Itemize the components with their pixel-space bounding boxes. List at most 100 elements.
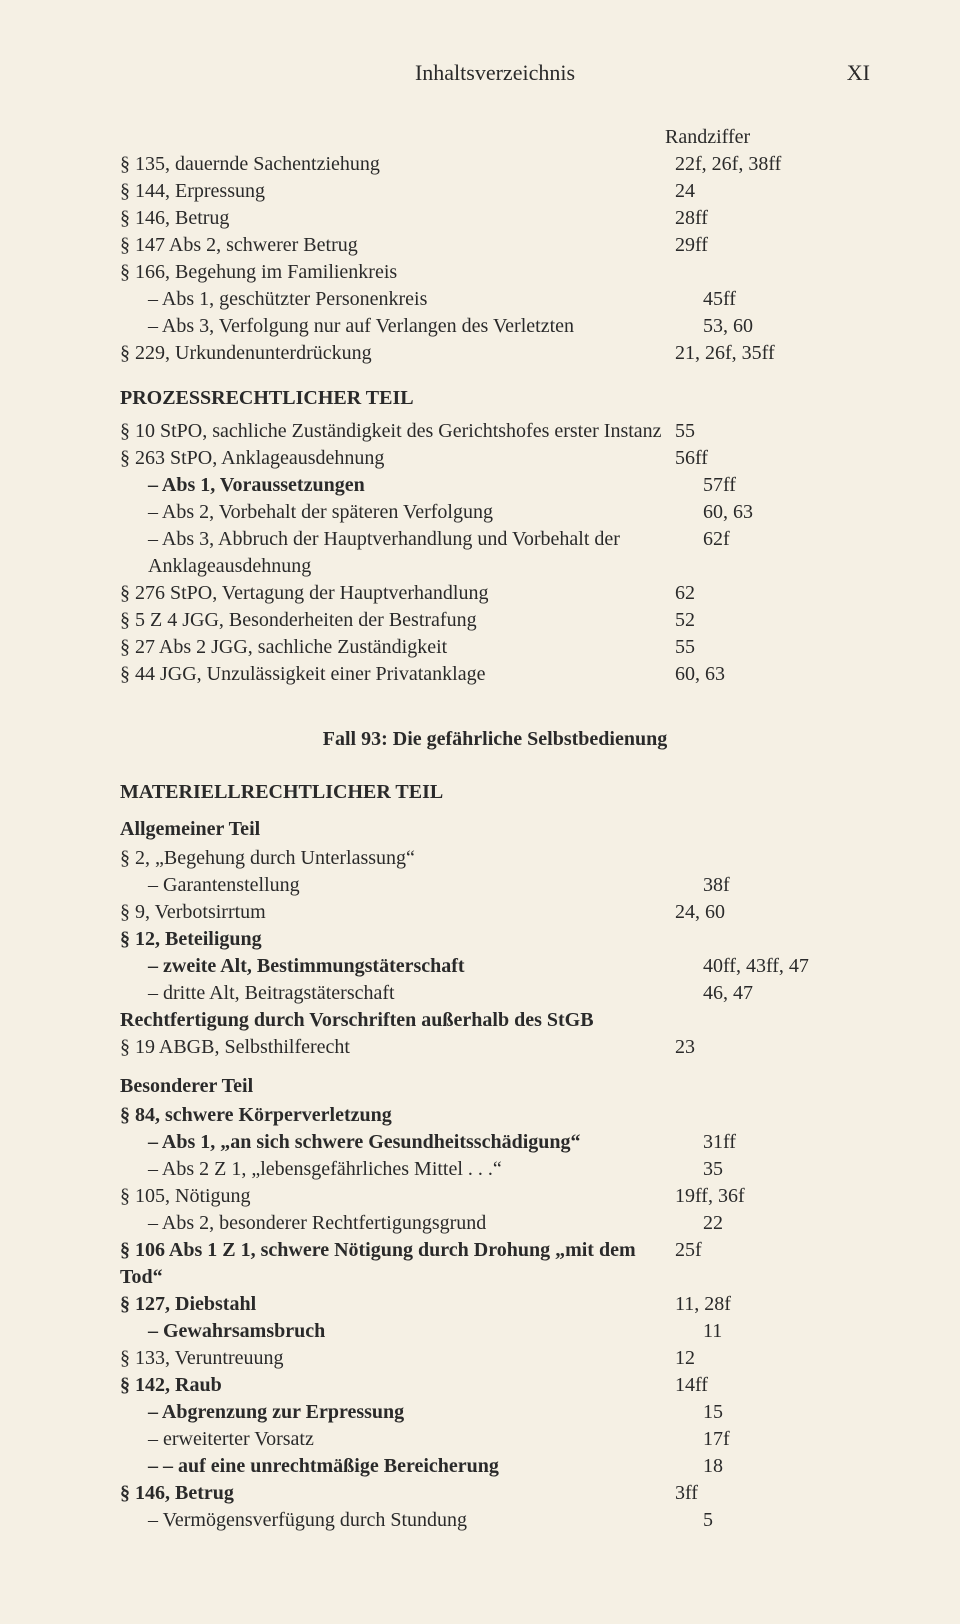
toc-entry-ref: 17f bbox=[703, 1426, 870, 1453]
toc-entry-label: – Gewahrsamsbruch bbox=[120, 1318, 703, 1345]
toc-entry-label: – Vermögensverfügung durch Stundung bbox=[120, 1507, 703, 1534]
toc-entry-label: § 229, Urkundenunterdrückung bbox=[120, 340, 675, 367]
toc-entry-ref: 24, 60 bbox=[675, 899, 870, 926]
toc-entry: – – auf eine unrechtmäßige Bereicherung1… bbox=[120, 1453, 870, 1480]
toc-entry-ref: 56ff bbox=[675, 445, 870, 472]
toc-entry-ref: 62f bbox=[703, 526, 870, 580]
toc-entry-ref bbox=[675, 259, 870, 286]
toc-entry: § 276 StPO, Vertagung der Hauptverhandlu… bbox=[120, 580, 870, 607]
toc-entry-label: § 5 Z 4 JGG, Besonderheiten der Bestrafu… bbox=[120, 607, 675, 634]
toc-entry: – Abs 2, besonderer Rechtfertigungsgrund… bbox=[120, 1210, 870, 1237]
toc-entry: – Abgrenzung zur Erpressung15 bbox=[120, 1399, 870, 1426]
toc-entry-ref: 31ff bbox=[703, 1129, 870, 1156]
toc-entry: – Abs 1, Voraussetzungen57ff bbox=[120, 472, 870, 499]
toc-entry-ref: 12 bbox=[675, 1345, 870, 1372]
toc-entry-label: – Abs 1, geschützter Personenkreis bbox=[120, 286, 703, 313]
toc-entry-ref bbox=[675, 845, 870, 872]
toc-entry-label: – Abs 2, Vorbehalt der späteren Verfolgu… bbox=[120, 499, 703, 526]
toc-entry-label: – Garantenstellung bbox=[120, 872, 703, 899]
toc-entry-ref: 46, 47 bbox=[703, 980, 870, 1007]
toc-entry-label: § 276 StPO, Vertagung der Hauptverhandlu… bbox=[120, 580, 675, 607]
toc-entry-ref: 25f bbox=[675, 1237, 870, 1291]
toc-entry-label: § 106 Abs 1 Z 1, schwere Nötigung durch … bbox=[120, 1237, 675, 1291]
toc-entry: § 10 StPO, sachliche Zuständigkeit des G… bbox=[120, 418, 870, 445]
toc-entry: § 144, Erpressung24 bbox=[120, 178, 870, 205]
toc-entry: – Abs 3, Abbruch der Hauptverhandlung un… bbox=[120, 526, 870, 580]
header-title: Inhaltsverzeichnis bbox=[160, 60, 830, 86]
toc-entry-label: § 84, schwere Körperverletzung bbox=[120, 1102, 675, 1129]
toc-entry-label: – Abs 2 Z 1, „lebensgefährliches Mittel … bbox=[120, 1156, 703, 1183]
toc-entry-ref: 60, 63 bbox=[703, 499, 870, 526]
toc-entry: § 146, Betrug3ff bbox=[120, 1480, 870, 1507]
toc-entry-label: § 27 Abs 2 JGG, sachliche Zuständigkeit bbox=[120, 634, 675, 661]
toc-entry-label: § 144, Erpressung bbox=[120, 178, 675, 205]
toc-entry-ref: 11, 28f bbox=[675, 1291, 870, 1318]
toc-entry-label: § 12, Beteiligung bbox=[120, 926, 675, 953]
toc-entry-ref bbox=[675, 1102, 870, 1129]
toc-entry-ref: 35 bbox=[703, 1156, 870, 1183]
toc-entry-ref: 40ff, 43ff, 47 bbox=[703, 953, 870, 980]
toc-entry-ref: 55 bbox=[675, 418, 870, 445]
toc-entry: – dritte Alt, Beitragstäterschaft46, 47 bbox=[120, 980, 870, 1007]
toc-entry: – Abs 1, geschützter Personenkreis45ff bbox=[120, 286, 870, 313]
toc-entry-ref: 62 bbox=[675, 580, 870, 607]
toc-entry-label: § 142, Raub bbox=[120, 1372, 675, 1399]
toc-entry-ref: 55 bbox=[675, 634, 870, 661]
toc-entry-label: § 44 JGG, Unzulässigkeit einer Privatank… bbox=[120, 661, 675, 688]
toc-entry: – Garantenstellung38f bbox=[120, 872, 870, 899]
toc-entry-ref: 19ff, 36f bbox=[675, 1183, 870, 1210]
toc-entry-ref: 24 bbox=[675, 178, 870, 205]
toc-entry: § 127, Diebstahl11, 28f bbox=[120, 1291, 870, 1318]
toc-entry-ref: 60, 63 bbox=[675, 661, 870, 688]
page-header: Inhaltsverzeichnis XI bbox=[120, 60, 870, 86]
toc-entry-ref: 22f, 26f, 38ff bbox=[675, 151, 870, 178]
toc-entry-label: Rechtfertigung durch Vorschriften außerh… bbox=[120, 1007, 675, 1034]
toc-entry: § 19 ABGB, Selbsthilferecht23 bbox=[120, 1034, 870, 1061]
toc-entry-label: § 135, dauernde Sachentziehung bbox=[120, 151, 675, 178]
toc-entry-label: § 166, Begehung im Familienkreis bbox=[120, 259, 675, 286]
toc-entry: – Abs 2, Vorbehalt der späteren Verfolgu… bbox=[120, 499, 870, 526]
toc-entry: – zweite Alt, Bestimmungstäterschaft40ff… bbox=[120, 953, 870, 980]
fall-title: Fall 93: Die gefährliche Selbstbedienung bbox=[120, 728, 870, 751]
toc-entry-label: § 105, Nötigung bbox=[120, 1183, 675, 1210]
toc-entry-ref bbox=[675, 926, 870, 953]
toc-entry: § 106 Abs 1 Z 1, schwere Nötigung durch … bbox=[120, 1237, 870, 1291]
toc-entry-label: § 146, Betrug bbox=[120, 205, 675, 232]
toc-entry-label: – Abs 1, Voraussetzungen bbox=[120, 472, 703, 499]
header-page-number: XI bbox=[830, 60, 870, 86]
toc-entry-ref: 57ff bbox=[703, 472, 870, 499]
toc-entry-ref: 52 bbox=[675, 607, 870, 634]
toc-entry-ref bbox=[675, 1007, 870, 1034]
toc-entry-label: – Abgrenzung zur Erpressung bbox=[120, 1399, 703, 1426]
toc-entry-ref: 22 bbox=[703, 1210, 870, 1237]
toc-entry: § 166, Begehung im Familienkreis bbox=[120, 259, 870, 286]
toc-entry-label: § 147 Abs 2, schwerer Betrug bbox=[120, 232, 675, 259]
toc-entry: § 44 JGG, Unzulässigkeit einer Privatank… bbox=[120, 661, 870, 688]
toc-entry-label: – dritte Alt, Beitragstäterschaft bbox=[120, 980, 703, 1007]
entries-block-3: § 2, „Begehung durch Unterlassung“– Gara… bbox=[120, 845, 870, 1061]
toc-entry: § 105, Nötigung19ff, 36f bbox=[120, 1183, 870, 1210]
toc-entry: § 2, „Begehung durch Unterlassung“ bbox=[120, 845, 870, 872]
toc-entry-label: § 146, Betrug bbox=[120, 1480, 675, 1507]
header-spacer bbox=[120, 60, 160, 86]
mat-heading: MATERIELLRECHTLICHER TEIL bbox=[120, 781, 870, 804]
page: Inhaltsverzeichnis XI Randziffer § 135, … bbox=[0, 0, 960, 1624]
toc-entry-label: – Abs 3, Abbruch der Hauptverhandlung un… bbox=[120, 526, 703, 580]
toc-entry-ref: 15 bbox=[703, 1399, 870, 1426]
toc-entry-label: § 2, „Begehung durch Unterlassung“ bbox=[120, 845, 675, 872]
toc-entry-ref: 21, 26f, 35ff bbox=[675, 340, 870, 367]
toc-entry-ref: 5 bbox=[703, 1507, 870, 1534]
toc-entry-label: – Abs 3, Verfolgung nur auf Verlangen de… bbox=[120, 313, 703, 340]
entries-block-1: § 135, dauernde Sachentziehung22f, 26f, … bbox=[120, 151, 870, 367]
toc-entry: Rechtfertigung durch Vorschriften außerh… bbox=[120, 1007, 870, 1034]
toc-entry: § 133, Veruntreuung12 bbox=[120, 1345, 870, 1372]
toc-entry: § 135, dauernde Sachentziehung22f, 26f, … bbox=[120, 151, 870, 178]
allg-heading: Allgemeiner Teil bbox=[120, 818, 870, 841]
toc-entry-label: § 19 ABGB, Selbsthilferecht bbox=[120, 1034, 675, 1061]
toc-entry-label: – Abs 2, besonderer Rechtfertigungsgrund bbox=[120, 1210, 703, 1237]
entries-block-2: § 10 StPO, sachliche Zuständigkeit des G… bbox=[120, 418, 870, 688]
toc-entry-ref: 53, 60 bbox=[703, 313, 870, 340]
toc-entry: – Abs 2 Z 1, „lebensgefährliches Mittel … bbox=[120, 1156, 870, 1183]
bes-heading: Besonderer Teil bbox=[120, 1075, 870, 1098]
toc-entry: § 229, Urkundenunterdrückung21, 26f, 35f… bbox=[120, 340, 870, 367]
